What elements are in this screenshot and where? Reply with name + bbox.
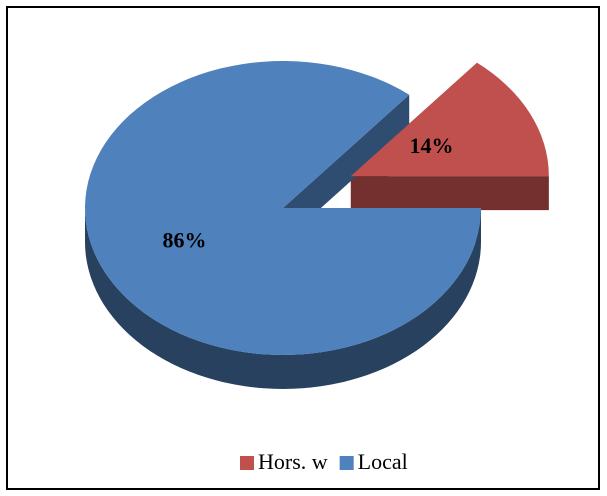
slice [350,62,549,177]
slice-face [283,94,410,242]
legend: Hors. w Local [240,449,408,474]
legend-swatch [339,456,354,470]
data-label: 14% [409,133,453,158]
pie: 14% 86% [84,60,549,389]
legend-label: Local [358,449,408,474]
slice-side [85,208,481,389]
slice [84,60,481,355]
data-label: 86% [162,227,206,252]
legend-swatch [240,456,254,470]
slice-face [350,176,549,211]
legend-label: Hors. w [258,449,328,474]
